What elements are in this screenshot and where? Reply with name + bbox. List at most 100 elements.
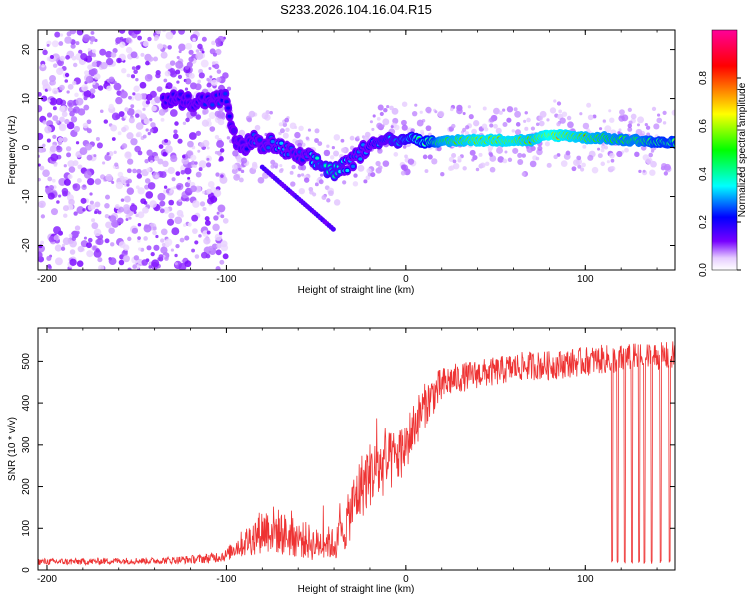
heatmap-cell <box>537 145 543 151</box>
heatmap-cell <box>638 169 642 174</box>
heatmap-cell <box>178 262 187 270</box>
heatmap-cell <box>482 106 487 111</box>
heatmap-cell <box>124 195 131 203</box>
heatmap-cell <box>83 236 87 240</box>
heatmap-cell <box>108 103 114 110</box>
heatmap-cell <box>52 106 57 111</box>
heatmap-x-tick-label: 0 <box>403 274 409 285</box>
heatmap-cell <box>92 53 97 58</box>
heatmap-cell <box>274 165 278 169</box>
heatmap-cell <box>254 124 261 131</box>
heatmap-cell <box>219 259 225 265</box>
heatmap-cell <box>136 168 142 175</box>
heatmap-cell <box>452 159 457 164</box>
heatmap-cell <box>194 240 199 245</box>
heatmap-cell <box>91 61 97 67</box>
heatmap-cell <box>353 173 358 178</box>
heatmap-cell <box>57 136 64 143</box>
heatmap-cell <box>451 152 457 158</box>
heatmap-cell <box>59 33 64 37</box>
heatmap-cell <box>493 123 498 129</box>
heatmap-cell <box>165 63 172 70</box>
heatmap-cell <box>64 79 69 83</box>
heatmap-cell <box>126 108 135 116</box>
heatmap-cell <box>209 75 213 79</box>
heatmap-x-tick-label: 100 <box>577 274 594 285</box>
heatmap-cell <box>137 236 141 240</box>
heatmap-cell <box>38 163 41 167</box>
heatmap-cell <box>200 59 209 68</box>
heatmap-cell <box>217 118 225 126</box>
heatmap-cell <box>190 154 197 161</box>
heatmap-cell <box>558 109 563 114</box>
heatmap-cell <box>211 79 218 86</box>
heatmap-cell <box>609 117 615 123</box>
heatmap-cell <box>391 107 399 115</box>
heatmap-cell <box>70 43 76 49</box>
heatmap-cell <box>342 180 347 185</box>
heatmap-cell <box>52 134 57 140</box>
heatmap-cell <box>108 227 115 235</box>
heatmap-y-tick-label: -20 <box>21 238 32 253</box>
heatmap-cell <box>199 201 206 207</box>
heatmap-cell <box>517 159 524 165</box>
heatmap-cell <box>105 50 113 58</box>
heatmap-y-tick-label: -10 <box>21 189 32 204</box>
heatmap-cell <box>402 145 407 149</box>
heatmap-cell <box>139 81 147 89</box>
heatmap-cell <box>104 238 110 244</box>
heatmap-cell <box>76 178 82 183</box>
heatmap-cell <box>86 168 90 172</box>
heatmap-cell <box>246 117 252 123</box>
heatmap-cell <box>586 128 590 132</box>
heatmap-cell <box>145 128 149 132</box>
heatmap-cell <box>161 242 166 247</box>
heatmap-cell <box>152 56 159 62</box>
heatmap-cell <box>553 99 557 103</box>
heatmap-cell <box>420 129 425 134</box>
heatmap-cell <box>184 181 191 188</box>
heatmap-cell <box>184 235 190 241</box>
heatmap-cell <box>125 46 133 54</box>
heatmap-cell <box>544 141 550 147</box>
heatmap-cell <box>87 237 93 243</box>
heatmap-cell <box>609 152 615 159</box>
heatmap-cell <box>162 30 167 33</box>
heatmap-cell <box>86 250 94 258</box>
heatmap-cell <box>69 258 77 266</box>
heatmap-cell <box>74 92 79 98</box>
heatmap-cell <box>40 240 44 245</box>
heatmap-cell <box>223 92 228 96</box>
heatmap-cell <box>76 30 84 36</box>
heatmap-cell <box>627 123 633 129</box>
heatmap-cell <box>218 231 223 235</box>
snr-y-axis-label: SNR (10 * v/v) <box>7 417 18 481</box>
heatmap-cell <box>136 173 143 179</box>
heatmap-cell <box>462 112 466 116</box>
heatmap-cell <box>62 136 68 143</box>
heatmap-cell <box>469 149 476 156</box>
heatmap-cell <box>642 169 646 173</box>
heatmap-cell <box>419 110 423 114</box>
heatmap-cell <box>211 61 216 66</box>
heatmap-cell <box>290 181 296 187</box>
heatmap-cell <box>512 147 519 154</box>
snr-y-tick-label: 0 <box>21 567 32 573</box>
heatmap-cell <box>467 105 471 109</box>
heatmap-cell <box>69 111 75 117</box>
heatmap-cell <box>401 119 407 126</box>
heatmap-cell <box>132 264 137 269</box>
snr-x-tick-label: -100 <box>216 574 236 585</box>
heatmap-cell <box>46 112 53 118</box>
heatmap-cell <box>307 128 312 132</box>
heatmap-cell <box>93 249 102 258</box>
heatmap-cell <box>178 43 186 51</box>
heatmap-cell <box>89 88 96 94</box>
heatmap-cell <box>140 198 147 205</box>
heatmap-cell <box>627 107 632 113</box>
heatmap-cell <box>198 167 203 172</box>
heatmap-cell <box>216 211 220 215</box>
heatmap-cell <box>636 123 640 127</box>
heatmap-cell <box>164 238 173 247</box>
heatmap-cell <box>233 173 241 181</box>
